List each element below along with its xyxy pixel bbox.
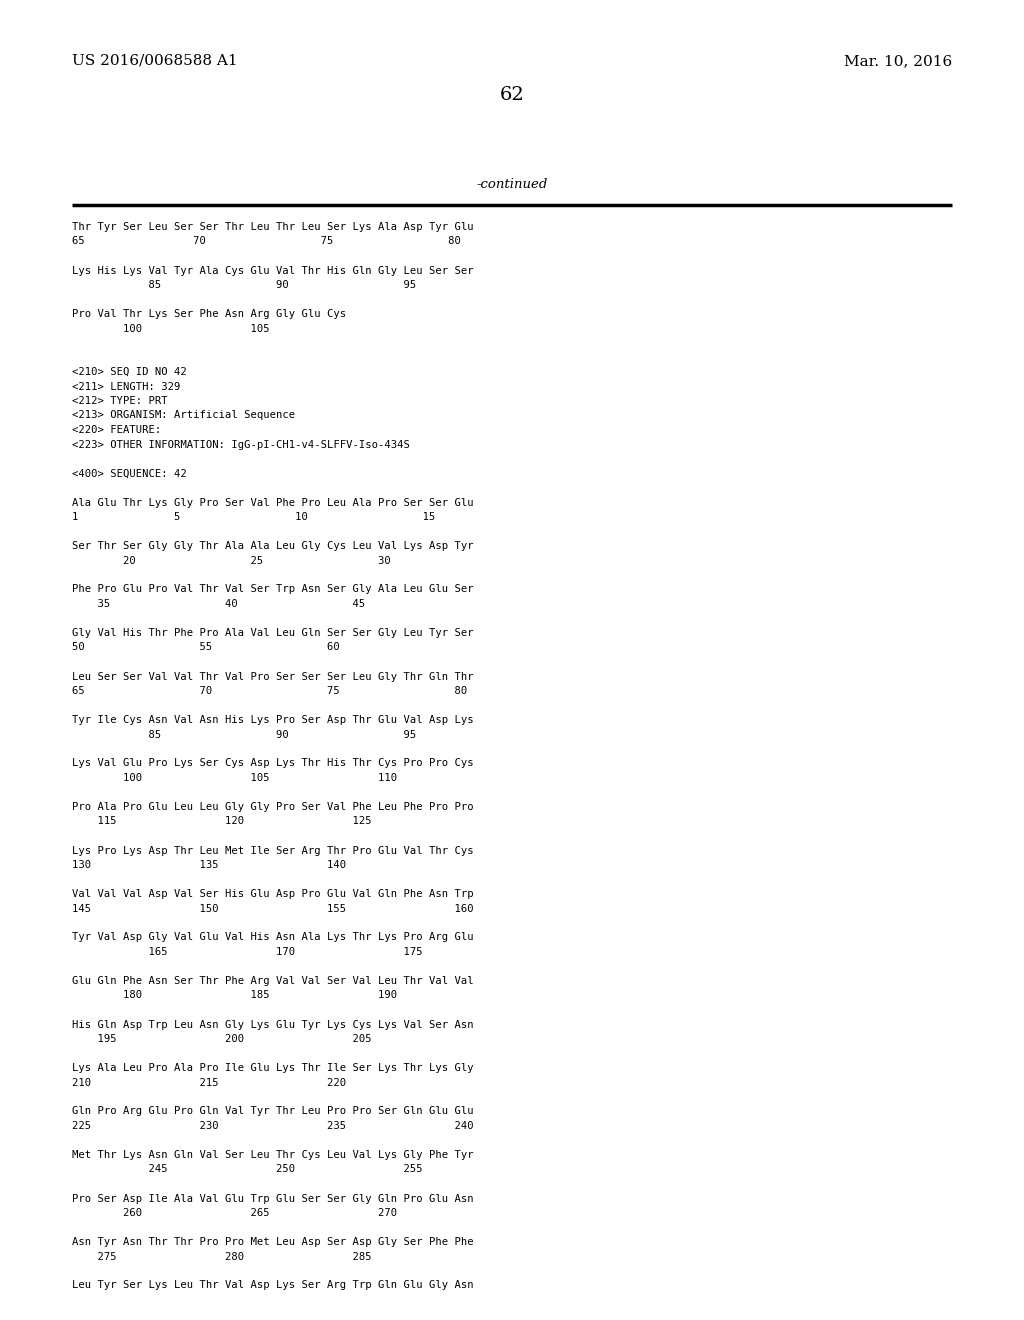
- Text: 65                 70                  75                  80: 65 70 75 80: [72, 236, 461, 247]
- Text: Lys His Lys Val Tyr Ala Cys Glu Val Thr His Gln Gly Leu Ser Ser: Lys His Lys Val Tyr Ala Cys Glu Val Thr …: [72, 265, 474, 276]
- Text: 260                 265                 270: 260 265 270: [72, 1208, 397, 1218]
- Text: 245                 250                 255: 245 250 255: [72, 1164, 423, 1175]
- Text: <212> TYPE: PRT: <212> TYPE: PRT: [72, 396, 168, 407]
- Text: Phe Pro Glu Pro Val Thr Val Ser Trp Asn Ser Gly Ala Leu Glu Ser: Phe Pro Glu Pro Val Thr Val Ser Trp Asn …: [72, 585, 474, 594]
- Text: 35                  40                  45: 35 40 45: [72, 599, 366, 609]
- Text: Gln Pro Arg Glu Pro Gln Val Tyr Thr Leu Pro Pro Ser Gln Glu Glu: Gln Pro Arg Glu Pro Gln Val Tyr Thr Leu …: [72, 1106, 474, 1117]
- Text: <220> FEATURE:: <220> FEATURE:: [72, 425, 161, 436]
- Text: 1               5                  10                  15: 1 5 10 15: [72, 512, 435, 521]
- Text: 130                 135                 140: 130 135 140: [72, 861, 346, 870]
- Text: Glu Gln Phe Asn Ser Thr Phe Arg Val Val Ser Val Leu Thr Val Val: Glu Gln Phe Asn Ser Thr Phe Arg Val Val …: [72, 975, 474, 986]
- Text: <213> ORGANISM: Artificial Sequence: <213> ORGANISM: Artificial Sequence: [72, 411, 295, 421]
- Text: Leu Ser Ser Val Val Thr Val Pro Ser Ser Ser Leu Gly Thr Gln Thr: Leu Ser Ser Val Val Thr Val Pro Ser Ser …: [72, 672, 474, 681]
- Text: 100                 105                 110: 100 105 110: [72, 774, 397, 783]
- Text: 20                  25                  30: 20 25 30: [72, 556, 391, 565]
- Text: Met Thr Lys Asn Gln Val Ser Leu Thr Cys Leu Val Lys Gly Phe Tyr: Met Thr Lys Asn Gln Val Ser Leu Thr Cys …: [72, 1150, 474, 1160]
- Text: US 2016/0068588 A1: US 2016/0068588 A1: [72, 54, 238, 69]
- Text: 85                  90                  95: 85 90 95: [72, 730, 416, 739]
- Text: <211> LENGTH: 329: <211> LENGTH: 329: [72, 381, 180, 392]
- Text: Pro Ser Asp Ile Ala Val Glu Trp Glu Ser Ser Gly Gln Pro Glu Asn: Pro Ser Asp Ile Ala Val Glu Trp Glu Ser …: [72, 1193, 474, 1204]
- Text: 65                  70                  75                  80: 65 70 75 80: [72, 686, 467, 696]
- Text: His Gln Asp Trp Leu Asn Gly Lys Glu Tyr Lys Cys Lys Val Ser Asn: His Gln Asp Trp Leu Asn Gly Lys Glu Tyr …: [72, 1019, 474, 1030]
- Text: Gly Val His Thr Phe Pro Ala Val Leu Gln Ser Ser Gly Leu Tyr Ser: Gly Val His Thr Phe Pro Ala Val Leu Gln …: [72, 628, 474, 638]
- Text: Ser Thr Ser Gly Gly Thr Ala Ala Leu Gly Cys Leu Val Lys Asp Tyr: Ser Thr Ser Gly Gly Thr Ala Ala Leu Gly …: [72, 541, 474, 550]
- Text: Lys Ala Leu Pro Ala Pro Ile Glu Lys Thr Ile Ser Lys Thr Lys Gly: Lys Ala Leu Pro Ala Pro Ile Glu Lys Thr …: [72, 1063, 474, 1073]
- Text: Lys Val Glu Pro Lys Ser Cys Asp Lys Thr His Thr Cys Pro Pro Cys: Lys Val Glu Pro Lys Ser Cys Asp Lys Thr …: [72, 759, 474, 768]
- Text: 165                 170                 175: 165 170 175: [72, 946, 423, 957]
- Text: Thr Tyr Ser Leu Ser Ser Thr Leu Thr Leu Ser Lys Ala Asp Tyr Glu: Thr Tyr Ser Leu Ser Ser Thr Leu Thr Leu …: [72, 222, 474, 232]
- Text: 225                 230                 235                 240: 225 230 235 240: [72, 1121, 474, 1131]
- Text: 210                 215                 220: 210 215 220: [72, 1077, 346, 1088]
- Text: -continued: -continued: [476, 178, 548, 191]
- Text: 100                 105: 100 105: [72, 323, 269, 334]
- Text: 62: 62: [500, 86, 524, 104]
- Text: 145                 150                 155                 160: 145 150 155 160: [72, 903, 474, 913]
- Text: Lys Pro Lys Asp Thr Leu Met Ile Ser Arg Thr Pro Glu Val Thr Cys: Lys Pro Lys Asp Thr Leu Met Ile Ser Arg …: [72, 846, 474, 855]
- Text: 50                  55                  60: 50 55 60: [72, 643, 340, 652]
- Text: <210> SEQ ID NO 42: <210> SEQ ID NO 42: [72, 367, 186, 378]
- Text: Val Val Val Asp Val Ser His Glu Asp Pro Glu Val Gln Phe Asn Trp: Val Val Val Asp Val Ser His Glu Asp Pro …: [72, 888, 474, 899]
- Text: 85                  90                  95: 85 90 95: [72, 280, 416, 290]
- Text: 195                 200                 205: 195 200 205: [72, 1034, 372, 1044]
- Text: 180                 185                 190: 180 185 190: [72, 990, 397, 1001]
- Text: Mar. 10, 2016: Mar. 10, 2016: [844, 54, 952, 69]
- Text: Leu Tyr Ser Lys Leu Thr Val Asp Lys Ser Arg Trp Gln Glu Gly Asn: Leu Tyr Ser Lys Leu Thr Val Asp Lys Ser …: [72, 1280, 474, 1291]
- Text: Pro Val Thr Lys Ser Phe Asn Arg Gly Glu Cys: Pro Val Thr Lys Ser Phe Asn Arg Gly Glu …: [72, 309, 346, 319]
- Text: Tyr Ile Cys Asn Val Asn His Lys Pro Ser Asp Thr Glu Val Asp Lys: Tyr Ile Cys Asn Val Asn His Lys Pro Ser …: [72, 715, 474, 725]
- Text: 275                 280                 285: 275 280 285: [72, 1251, 372, 1262]
- Text: Asn Tyr Asn Thr Thr Pro Pro Met Leu Asp Ser Asp Gly Ser Phe Phe: Asn Tyr Asn Thr Thr Pro Pro Met Leu Asp …: [72, 1237, 474, 1247]
- Text: 115                 120                 125: 115 120 125: [72, 817, 372, 826]
- Text: <400> SEQUENCE: 42: <400> SEQUENCE: 42: [72, 469, 186, 479]
- Text: Ala Glu Thr Lys Gly Pro Ser Val Phe Pro Leu Ala Pro Ser Ser Glu: Ala Glu Thr Lys Gly Pro Ser Val Phe Pro …: [72, 498, 474, 507]
- Text: Tyr Val Asp Gly Val Glu Val His Asn Ala Lys Thr Lys Pro Arg Glu: Tyr Val Asp Gly Val Glu Val His Asn Ala …: [72, 932, 474, 942]
- Text: <223> OTHER INFORMATION: IgG-pI-CH1-v4-SLFFV-Iso-434S: <223> OTHER INFORMATION: IgG-pI-CH1-v4-S…: [72, 440, 410, 450]
- Text: Pro Ala Pro Glu Leu Leu Gly Gly Pro Ser Val Phe Leu Phe Pro Pro: Pro Ala Pro Glu Leu Leu Gly Gly Pro Ser …: [72, 803, 474, 812]
